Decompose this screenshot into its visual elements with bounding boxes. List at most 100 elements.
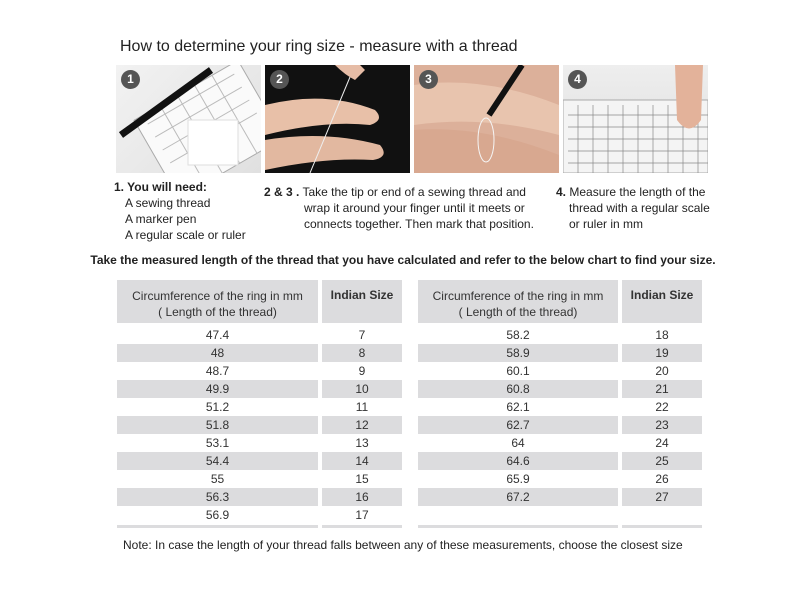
step-1-item: A marker pen xyxy=(125,212,197,226)
indian-size-cell: 20 xyxy=(655,364,669,378)
step-2-3-line: wrap it around your finger until it meet… xyxy=(304,201,525,215)
step-1-text: 1. You will need: A sewing thread A mark… xyxy=(114,179,246,243)
indian-size-cell: 9 xyxy=(358,364,366,378)
circumference-cell: 48 xyxy=(117,344,318,362)
step-2-3-label: 2 & 3 . xyxy=(264,185,300,199)
circumference-cell: 54.4 xyxy=(117,452,318,470)
table-row: 64.6 25 xyxy=(418,452,702,470)
indian-size-cell: 26 xyxy=(655,472,669,486)
circumference-cell: 48.7 xyxy=(205,364,230,378)
circumference-cell: 49.9 xyxy=(117,380,318,398)
circumference-cell: 53.1 xyxy=(205,436,230,450)
circumference-cell: 60.1 xyxy=(506,364,530,378)
step-badge: 2 xyxy=(270,70,289,89)
indian-size-cell: 15 xyxy=(355,472,369,486)
table-row: 51.2 11 xyxy=(117,398,402,416)
indian-size-cell: 14 xyxy=(322,452,402,470)
indian-size-cell: 16 xyxy=(322,488,402,506)
step-2-3-text: 2 & 3 . Take the tip or end of a sewing … xyxy=(264,184,534,232)
table-row: 54.4 14 xyxy=(117,452,402,470)
table-bottom-rule xyxy=(117,525,318,528)
step-2-3-line: connects together. Then mark that positi… xyxy=(304,217,534,231)
step-4-text: 4. Measure the length of the thread with… xyxy=(556,184,710,232)
step-badge: 3 xyxy=(419,70,438,89)
circumference-cell: 60.8 xyxy=(418,380,618,398)
circumference-cell: 56.9 xyxy=(205,508,230,522)
table-row: 48.7 9 xyxy=(117,362,402,380)
step-2-3-line: Take the tip or end of a sewing thread a… xyxy=(302,185,526,199)
table-row: 48 8 xyxy=(117,344,402,362)
indian-size-cell: 17 xyxy=(355,508,369,522)
indian-size-cell: 19 xyxy=(622,344,702,362)
circumference-cell: 65.9 xyxy=(506,472,530,486)
table-row: 55 15 xyxy=(117,470,402,488)
indian-size-cell: 25 xyxy=(622,452,702,470)
indian-size-cell: 24 xyxy=(655,436,669,450)
circumference-cell: 55 xyxy=(210,472,225,486)
table-row: 64 24 xyxy=(418,434,702,452)
indian-size-cell: 10 xyxy=(322,380,402,398)
table-bottom-rule xyxy=(622,525,702,528)
instruction-text: Take the measured length of the thread t… xyxy=(90,253,716,267)
table-bottom-rule xyxy=(418,525,618,528)
step-badge: 1 xyxy=(121,70,140,89)
circumference-cell: 64 xyxy=(511,436,525,450)
hand-thread-illustration xyxy=(265,65,384,173)
circumference-cell: 56.3 xyxy=(117,488,318,506)
indian-size-cell: 23 xyxy=(622,416,702,434)
photo-mark-thread: 3 xyxy=(414,65,559,173)
circumference-cell: 58.9 xyxy=(418,344,618,362)
indian-size-cell: 22 xyxy=(655,400,669,414)
circumference-cell: 58.2 xyxy=(506,328,530,342)
table-row: 58.2 18 xyxy=(418,326,702,344)
photo-measure: 4 xyxy=(563,65,708,173)
indian-size-cell: 27 xyxy=(622,488,702,506)
ruler-finger-illustration xyxy=(563,65,708,173)
indian-size-cell: 11 xyxy=(355,400,369,414)
header-line: Circumference of the ring in mm xyxy=(132,289,303,303)
circumference-cell: 67.2 xyxy=(418,488,618,506)
circumference-cell: 51.2 xyxy=(205,400,230,414)
photo-wrap-thread: 2 xyxy=(265,65,410,173)
header-circumference: Circumference of the ring in mm ( Length… xyxy=(418,280,618,323)
circumference-cell: 62.7 xyxy=(418,416,618,434)
step-4-line: Measure the length of the xyxy=(569,185,706,199)
header-line: Circumference of the ring in mm xyxy=(432,289,604,303)
pen-ruler-illustration xyxy=(118,65,261,173)
circumference-cell: 62.1 xyxy=(506,400,530,414)
indian-size-cell: 13 xyxy=(355,436,369,450)
table-row: 49.9 10 xyxy=(117,380,402,398)
step-1-item: A regular scale or ruler xyxy=(125,228,246,242)
table-row: 60.8 21 xyxy=(418,380,702,398)
indian-size-cell: 8 xyxy=(322,344,402,362)
table-row: 62.1 22 xyxy=(418,398,702,416)
hand-marker-illustration xyxy=(414,65,559,173)
indian-size-cell: 21 xyxy=(622,380,702,398)
table-row: 67.2 27 xyxy=(418,488,702,506)
header-indian-size: Indian Size xyxy=(622,280,702,323)
note-text: Note: In case the length of your thread … xyxy=(123,538,683,552)
header-indian-size: Indian Size xyxy=(322,280,402,323)
header-line: ( Length of the thread) xyxy=(458,305,578,319)
step-1-item: A sewing thread xyxy=(125,196,211,210)
page-title: How to determine your ring size - measur… xyxy=(120,38,518,55)
header-line: ( Length of the thread) xyxy=(158,305,277,319)
header-circumference: Circumference of the ring in mm ( Length… xyxy=(117,280,318,323)
table-row: 56.3 16 xyxy=(117,488,402,506)
table-row: 56.9 17 xyxy=(117,506,402,524)
table-row: 47.4 7 xyxy=(117,326,402,344)
step-badge: 4 xyxy=(568,70,587,89)
indian-size-cell: 7 xyxy=(358,328,366,342)
circumference-cell: 47.4 xyxy=(205,328,230,342)
table-row: 65.9 26 xyxy=(418,470,702,488)
table-row: 51.8 12 xyxy=(117,416,402,434)
table-row: 60.1 20 xyxy=(418,362,702,380)
step-4-line: or ruler in mm xyxy=(569,217,644,231)
indian-size-cell: 18 xyxy=(655,328,669,342)
step-1-heading: 1. You will need: xyxy=(114,180,207,194)
step-4-label: 4. xyxy=(556,185,567,199)
table-bottom-rule xyxy=(322,525,402,528)
photo-tools: 1 xyxy=(116,65,261,173)
circumference-cell: 51.8 xyxy=(117,416,318,434)
